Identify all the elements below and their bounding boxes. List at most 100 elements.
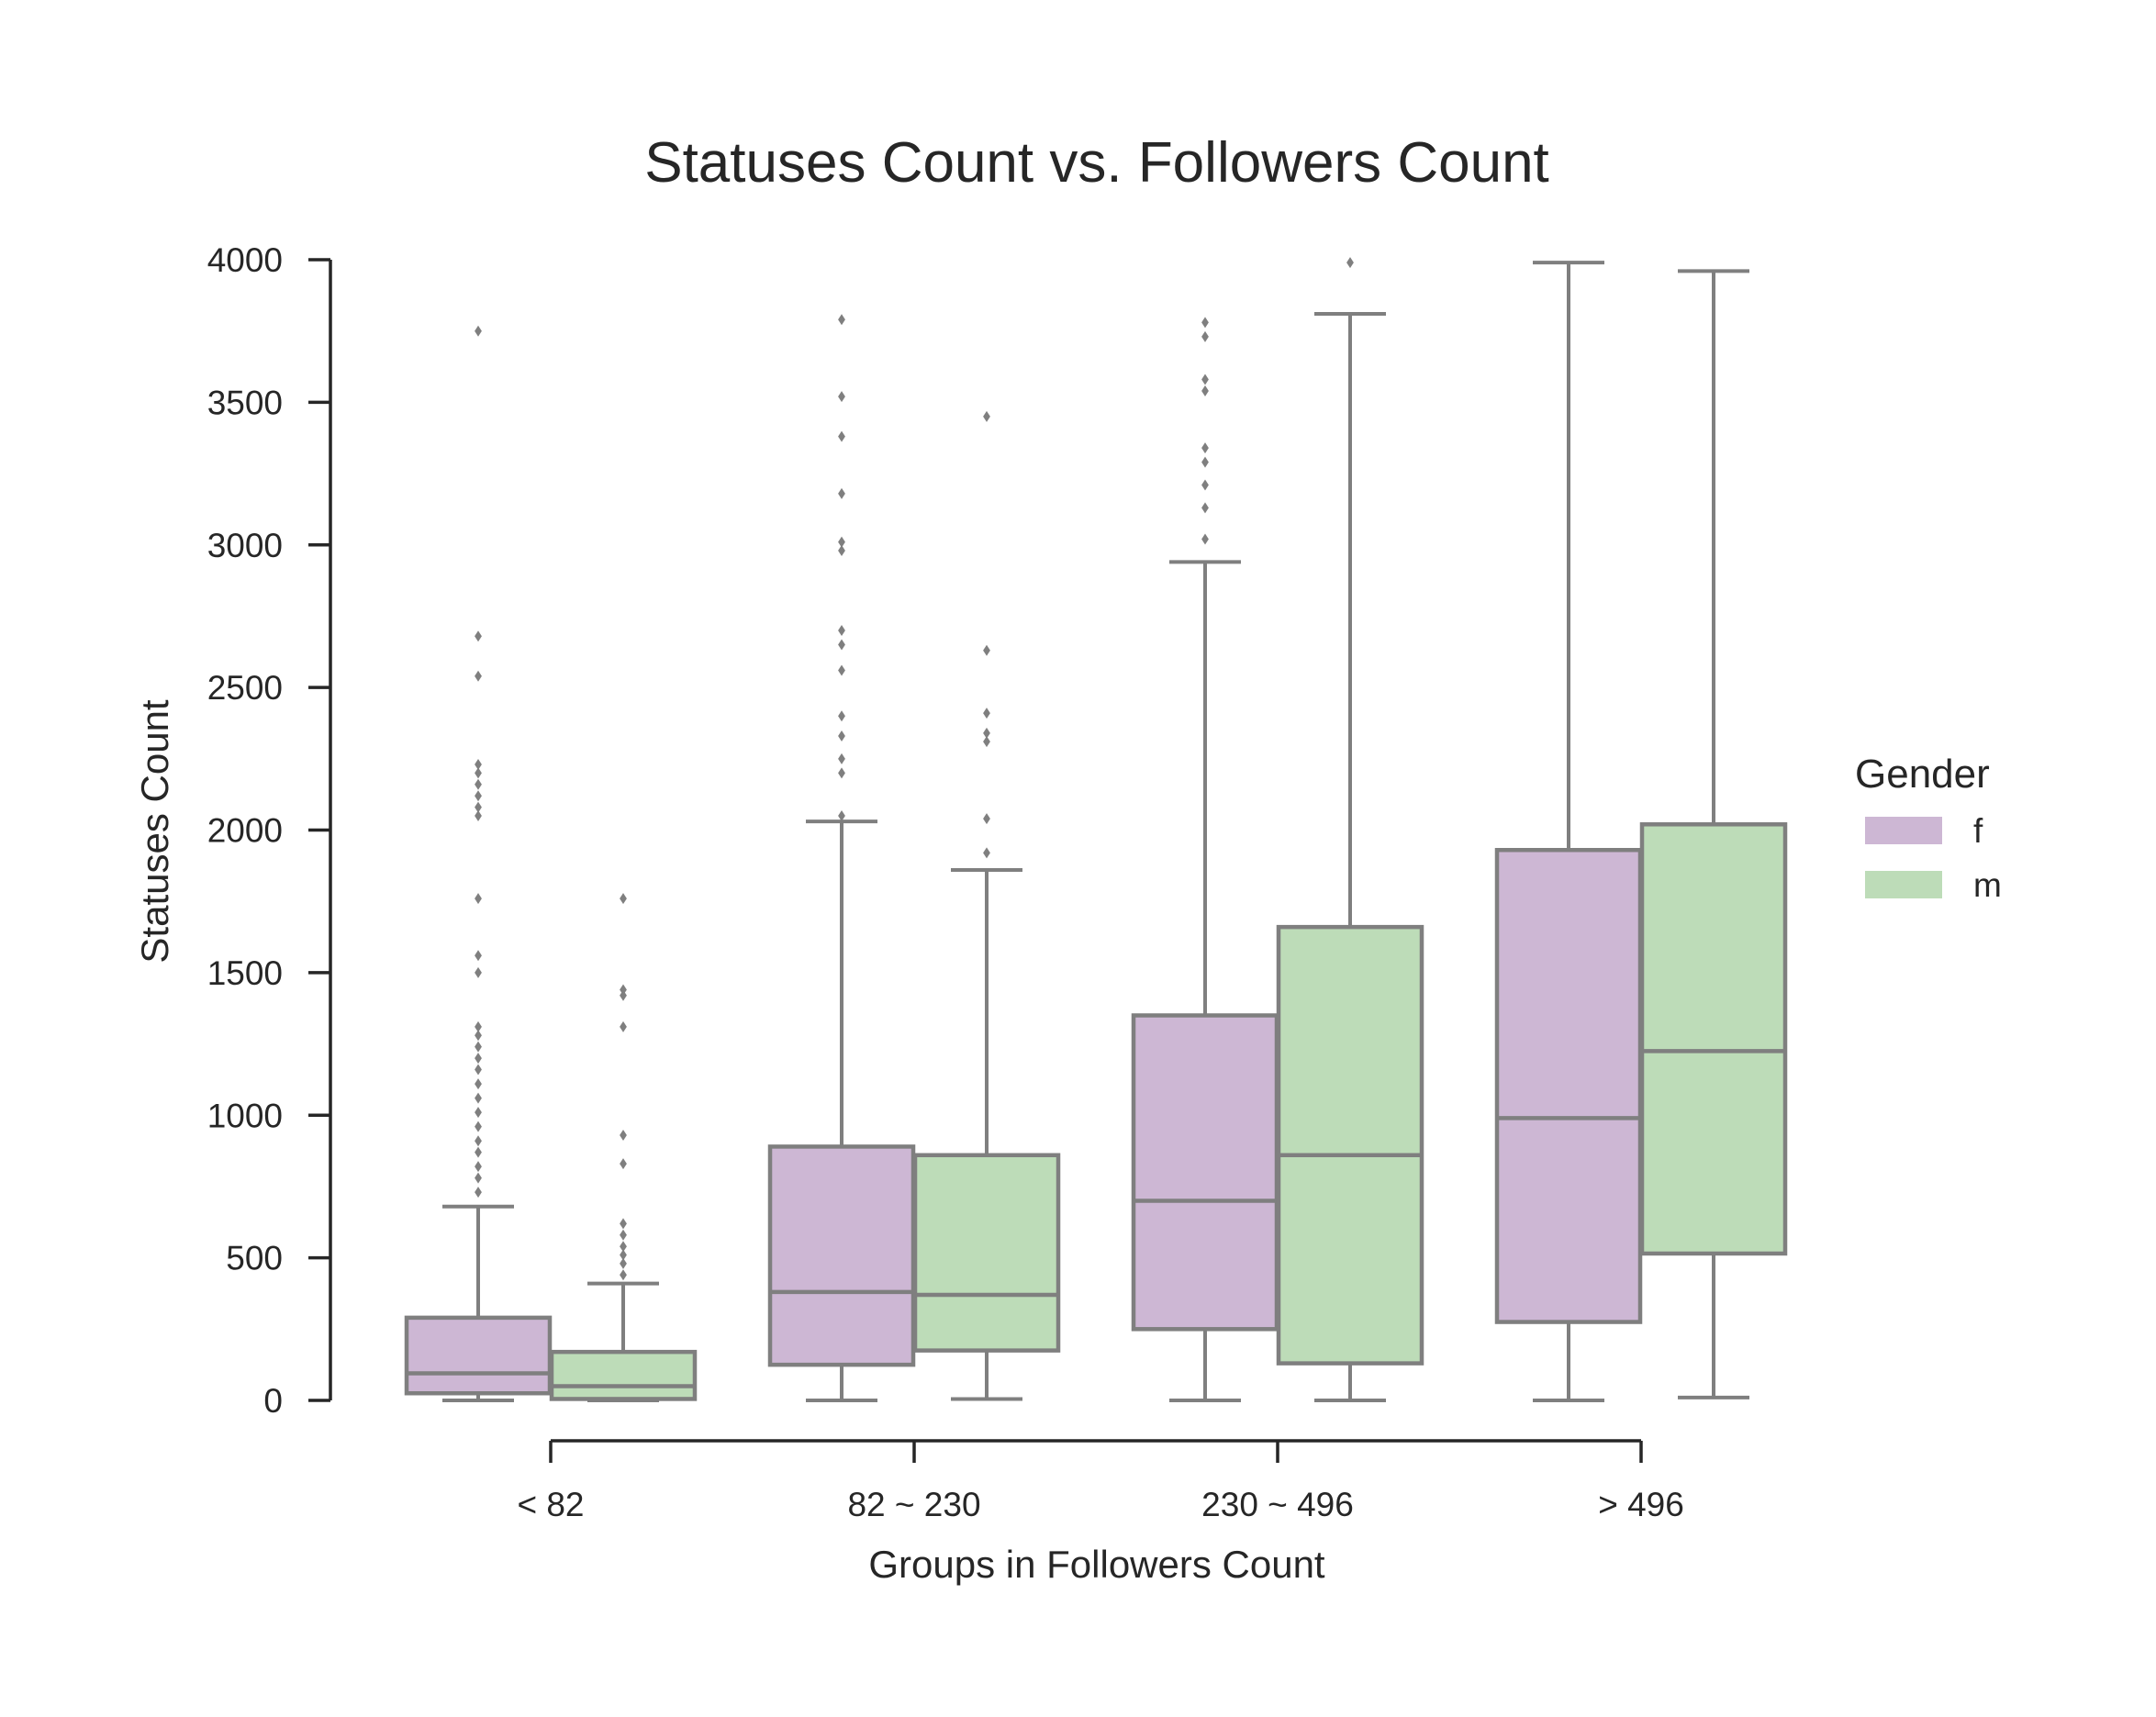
outlier-point bbox=[475, 1020, 482, 1032]
outlier-point bbox=[620, 893, 627, 905]
outlier-point bbox=[475, 801, 482, 813]
outlier-point bbox=[838, 536, 845, 548]
x-axis-label: Groups in Followers Count bbox=[868, 1543, 1325, 1586]
box-iqr bbox=[1639, 822, 1788, 1256]
axes: 0 500 1000 1500 2000 2500 3000 3500 4000 < 82 82 ~… bbox=[207, 241, 1684, 1523]
outlier-point bbox=[475, 950, 482, 962]
outlier-point bbox=[1201, 533, 1209, 545]
outlier-point bbox=[620, 1229, 627, 1241]
box-iqr bbox=[1276, 924, 1424, 1366]
x-tick-label: < 82 bbox=[517, 1486, 584, 1523]
outlier-point bbox=[1201, 502, 1209, 514]
outlier-point bbox=[620, 1269, 627, 1281]
outlier-point bbox=[838, 809, 845, 821]
box-iqr bbox=[549, 1349, 698, 1401]
outlier-point bbox=[620, 1020, 627, 1032]
outlier-point bbox=[1201, 374, 1209, 385]
legend-title: Gender bbox=[1855, 752, 1990, 797]
outlier-point bbox=[1201, 456, 1209, 468]
outlier-point bbox=[475, 325, 482, 337]
outlier-point bbox=[475, 1135, 482, 1147]
box-f-2 bbox=[1131, 317, 1279, 1402]
outlier-point bbox=[475, 1064, 482, 1076]
legend: Gender fm bbox=[1855, 752, 2002, 904]
outlier-point bbox=[475, 1187, 482, 1199]
box-iqr bbox=[404, 1315, 553, 1396]
y-tick-label: 3500 bbox=[207, 384, 283, 421]
legend-label-m: m bbox=[1973, 866, 2002, 904]
outlier-point bbox=[838, 710, 845, 722]
outlier-point bbox=[475, 778, 482, 790]
outlier-point bbox=[475, 1030, 482, 1042]
x-tick-label: > 496 bbox=[1598, 1486, 1684, 1523]
outlier-point bbox=[838, 664, 845, 676]
outlier-point bbox=[475, 893, 482, 905]
outlier-point bbox=[620, 1249, 627, 1261]
box-iqr bbox=[767, 1144, 916, 1367]
legend-label-f: f bbox=[1973, 812, 1983, 850]
outlier-point bbox=[475, 1161, 482, 1173]
box-iqr bbox=[1131, 1013, 1279, 1332]
box-iqr bbox=[912, 1153, 1061, 1353]
outlier-point bbox=[475, 767, 482, 779]
outlier-point bbox=[983, 813, 990, 825]
box-f-0 bbox=[404, 325, 553, 1402]
outlier-point bbox=[1201, 442, 1209, 454]
outlier-point bbox=[1346, 257, 1354, 269]
box-m-3 bbox=[1639, 269, 1788, 1399]
outlier-point bbox=[838, 487, 845, 499]
outlier-point bbox=[475, 1041, 482, 1053]
y-tick-label: 0 bbox=[263, 1382, 283, 1420]
outlier-point bbox=[620, 1158, 627, 1170]
outlier-point bbox=[983, 410, 990, 422]
outlier-point bbox=[620, 1130, 627, 1142]
outlier-point bbox=[475, 1078, 482, 1090]
outlier-point bbox=[475, 759, 482, 771]
outlier-point bbox=[475, 1146, 482, 1158]
box-m-1 bbox=[912, 410, 1061, 1401]
outlier-point bbox=[475, 1172, 482, 1184]
outlier-point bbox=[1201, 330, 1209, 342]
y-axis-label: Statuses Count bbox=[133, 699, 176, 964]
outlier-point bbox=[1201, 479, 1209, 491]
box-f-1 bbox=[767, 314, 916, 1402]
outlier-point bbox=[838, 314, 845, 326]
box-iqr bbox=[1494, 848, 1643, 1324]
y-tick-label: 2500 bbox=[207, 669, 283, 707]
outlier-point bbox=[838, 391, 845, 403]
outlier-point bbox=[475, 1121, 482, 1132]
outlier-point bbox=[838, 730, 845, 741]
outlier-point bbox=[475, 1053, 482, 1065]
outlier-point bbox=[838, 544, 845, 556]
outlier-point bbox=[983, 736, 990, 748]
outlier-point bbox=[983, 644, 990, 656]
outlier-point bbox=[983, 727, 990, 739]
outlier-point bbox=[838, 624, 845, 636]
y-tick-label: 1000 bbox=[207, 1097, 283, 1134]
outlier-point bbox=[475, 670, 482, 682]
outlier-point bbox=[475, 630, 482, 642]
outlier-point bbox=[475, 1107, 482, 1119]
box-f-3 bbox=[1494, 261, 1643, 1402]
y-tick-label: 4000 bbox=[207, 241, 283, 279]
outlier-point bbox=[1201, 317, 1209, 329]
outlier-point bbox=[620, 989, 627, 1001]
outlier-point bbox=[838, 767, 845, 779]
box-groups bbox=[404, 257, 1788, 1402]
y-tick-label: 3000 bbox=[207, 527, 283, 564]
chart-title: Statuses Count vs. Followers Count bbox=[644, 131, 1549, 195]
outlier-point bbox=[475, 966, 482, 978]
legend-swatch-m bbox=[1865, 871, 1942, 898]
x-tick-label: 82 ~ 230 bbox=[847, 1486, 980, 1523]
legend-swatch-f bbox=[1865, 817, 1942, 844]
outlier-point bbox=[983, 847, 990, 859]
outlier-point bbox=[475, 1092, 482, 1104]
box-m-0 bbox=[549, 893, 698, 1402]
y-tick-label: 2000 bbox=[207, 812, 283, 850]
box-m-2 bbox=[1276, 257, 1424, 1402]
outlier-point bbox=[838, 430, 845, 442]
outlier-point bbox=[983, 708, 990, 719]
x-tick-label: 230 ~ 496 bbox=[1201, 1486, 1354, 1523]
outlier-point bbox=[1201, 385, 1209, 396]
